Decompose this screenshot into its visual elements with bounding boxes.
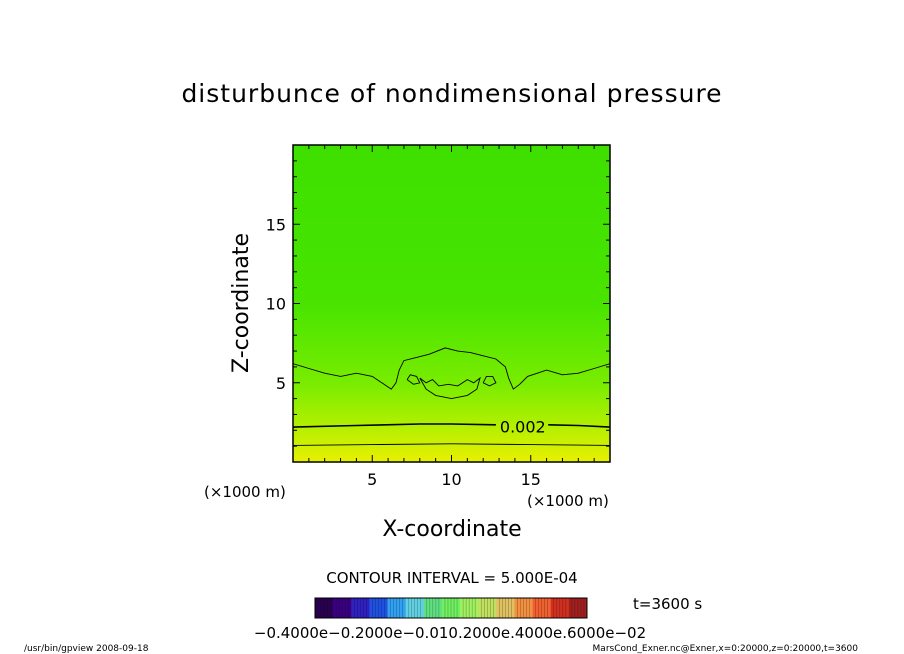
contour-level-e bbox=[406, 374, 421, 385]
contour-labels: 0.002 bbox=[500, 417, 546, 436]
colorbar-cell bbox=[460, 598, 479, 618]
y-tick-label: 10 bbox=[266, 295, 286, 314]
axis-ticks bbox=[293, 145, 610, 462]
colorbar-cell bbox=[405, 598, 425, 618]
footer-right: MarsCond_Exner.nc@Exner,x=0:20000,z=0:20… bbox=[593, 644, 859, 654]
colorbar-tick-labels: −0.4000e−0.2000e−0.010.2000e.4000e.6000e… bbox=[254, 624, 646, 642]
contour-interval-text: CONTOUR INTERVAL = 5.000E-04 bbox=[326, 569, 577, 587]
contour-level-f bbox=[482, 375, 497, 387]
contour-lines bbox=[293, 347, 610, 446]
y-tick-labels: 5 10 15 bbox=[266, 215, 286, 393]
contour-level-a bbox=[293, 443, 610, 446]
time-label: t=3600 s bbox=[633, 595, 702, 613]
colorbar-cell bbox=[478, 598, 497, 618]
y-tick-label: 15 bbox=[266, 215, 286, 234]
contour-label: 0.002 bbox=[500, 417, 546, 436]
colorbar bbox=[314, 597, 588, 619]
colorbar-cell bbox=[369, 598, 389, 618]
x-tick-label: 10 bbox=[441, 470, 461, 489]
footer-left: /usr/bin/gpview 2008-09-18 bbox=[24, 644, 149, 654]
colorbar-cell bbox=[441, 598, 461, 618]
x-axis-label: X-coordinate bbox=[382, 517, 521, 542]
contour-level-c bbox=[293, 347, 610, 390]
x-tick-label: 5 bbox=[367, 470, 377, 489]
colorbar-cell bbox=[550, 598, 570, 618]
gradient-fill bbox=[293, 145, 610, 462]
colorbar-cell bbox=[568, 598, 588, 618]
x-axis-unit-left: (×1000 m) bbox=[204, 483, 286, 501]
contour-level-d bbox=[419, 376, 481, 400]
colorbar-cell bbox=[387, 598, 407, 618]
colorbar-cells bbox=[315, 598, 588, 618]
colorbar-frame bbox=[314, 597, 588, 619]
y-tick-label: 5 bbox=[276, 374, 286, 393]
contour-level-b-0.002-b bbox=[548, 424, 610, 428]
colorbar-cell bbox=[315, 598, 334, 618]
colorbar-cell bbox=[496, 598, 515, 618]
x-axis-unit-right: (×1000 m) bbox=[527, 492, 609, 510]
colorbar-cell bbox=[351, 598, 370, 618]
colorbar-cell bbox=[514, 598, 534, 618]
colorbar-cell bbox=[532, 598, 552, 618]
y-axis-label: Z-coordinate bbox=[229, 233, 254, 373]
chart-title: disturbunce of nondimensional pressure bbox=[181, 79, 722, 108]
contour-level-b-0.002 bbox=[293, 423, 496, 428]
colorbar-cell bbox=[423, 598, 443, 618]
plot-area: 0.002 bbox=[292, 144, 611, 463]
x-tick-labels: 5 10 15 bbox=[367, 470, 541, 489]
x-tick-label: 15 bbox=[521, 470, 541, 489]
colorbar-cell bbox=[333, 598, 352, 618]
